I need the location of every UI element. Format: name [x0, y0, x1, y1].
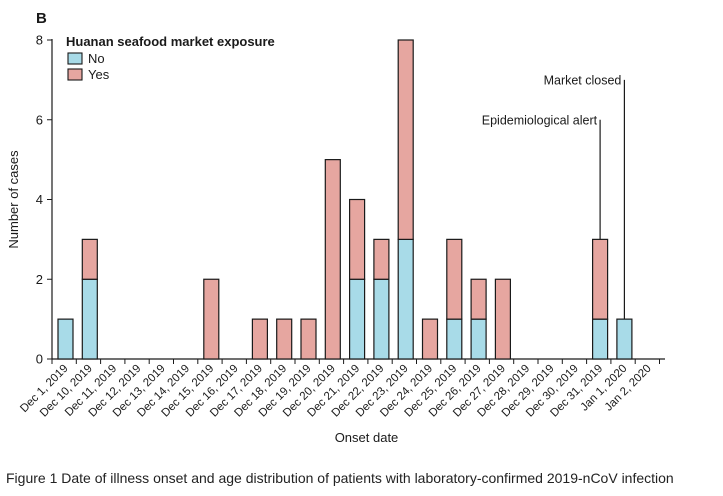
legend-title: Huanan seafood market exposure	[66, 34, 275, 49]
bar-yes	[251, 318, 268, 360]
legend-label-yes: Yes	[88, 67, 110, 82]
bar-no	[349, 278, 366, 360]
bar-no	[446, 318, 463, 360]
y-tick-label: 4	[36, 192, 43, 207]
bar-no	[57, 318, 74, 360]
bar-yes	[300, 318, 317, 360]
bar-no	[591, 318, 609, 360]
bar-yes	[591, 238, 609, 320]
bar-no	[373, 278, 390, 360]
bar-yes	[446, 238, 463, 320]
y-tick-label: 2	[36, 272, 43, 287]
y-tick-label: 6	[36, 112, 43, 127]
bar-yes	[494, 278, 511, 360]
market-closed-label: Market closed	[544, 73, 622, 87]
legend-swatch-no	[67, 52, 83, 65]
y-tick-label: 8	[36, 33, 43, 48]
bar-yes	[349, 198, 366, 280]
epidemiological-alert-label: Epidemiological alert	[482, 113, 598, 127]
bar-yes	[421, 318, 439, 360]
bar-no	[616, 318, 633, 360]
legend-swatch-yes	[67, 68, 83, 81]
bar-yes	[373, 238, 390, 280]
y-axis-label: Number of cases	[6, 150, 21, 249]
x-axis-label: Onset date	[335, 430, 399, 445]
bar-yes	[470, 278, 487, 320]
bar-yes	[397, 39, 414, 240]
bar-yes	[81, 238, 98, 280]
bar-no	[81, 278, 98, 360]
bar-yes	[276, 318, 293, 360]
bar-no	[470, 318, 487, 360]
bar-yes	[203, 278, 220, 360]
legend-label-no: No	[88, 51, 105, 66]
bar-yes	[324, 159, 341, 360]
panel-label: B	[36, 10, 47, 27]
figure-caption: Figure 1 Date of illness onset and age d…	[6, 470, 674, 486]
bar-no	[397, 238, 414, 360]
y-tick-label: 0	[36, 352, 43, 367]
